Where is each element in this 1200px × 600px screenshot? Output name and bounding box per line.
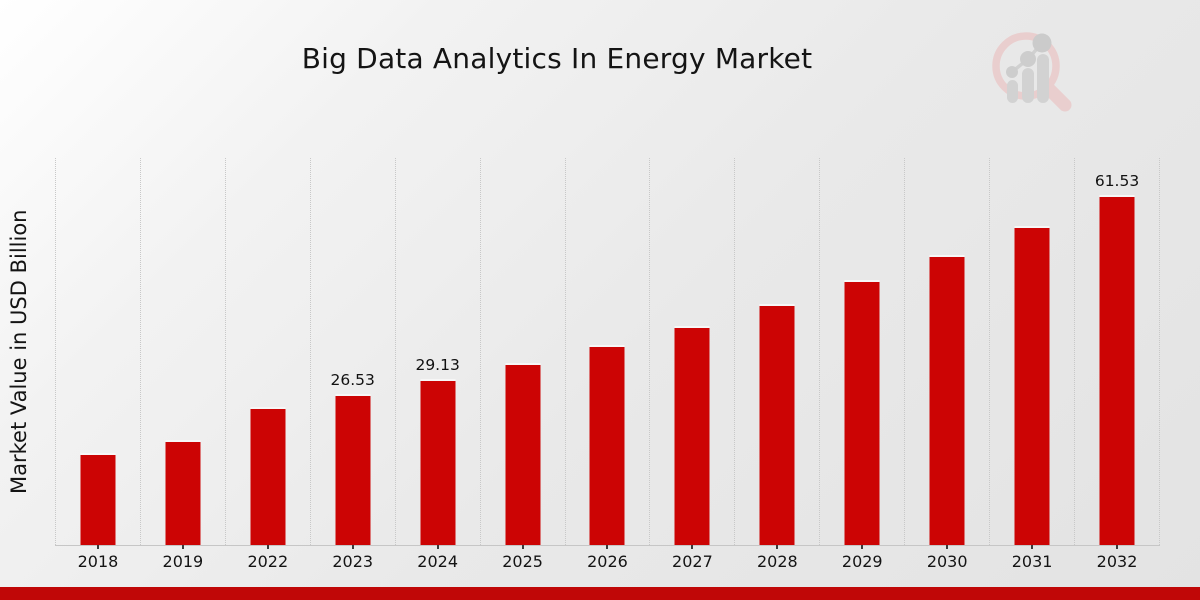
category-column: 2022 [224,158,310,571]
x-tick-label: 2023 [332,552,374,571]
category-column: 29.13 2024 [394,158,480,571]
chart-title: Big Data Analytics In Energy Market [301,42,813,75]
x-tick-label: 2026 [587,552,628,571]
bar [759,304,795,545]
category-column: 2018 [55,158,140,571]
x-tick-label: 2032 [1096,552,1138,571]
x-tick-label: 2030 [926,552,968,571]
x-tick-label: 2025 [502,552,543,571]
category-column: 2026 [564,158,650,571]
bar-value-label: 29.13 [415,356,460,375]
bar [1099,194,1135,545]
bar [589,345,625,545]
x-tick-label: 2024 [417,552,458,571]
bar [420,379,456,545]
x-tick-label: 2019 [162,552,204,571]
magnifier-barchart-logo-icon [992,32,1072,112]
bar [929,254,965,545]
category-column: 2025 [479,158,565,571]
category-column: 2030 [904,158,989,571]
plot-area: 2018 2019 2022 26.53 2023 29.13 2024 2025 2026 20… [55,158,1160,571]
bar-value-label: 26.53 [330,371,375,389]
category-column: 61.53 2032 [1074,158,1160,571]
x-axis-tick [1031,545,1034,549]
x-axis-tick [436,545,439,549]
category-column: 2028 [734,158,819,571]
footer-accent-bar [0,587,1200,600]
x-tick-label: 2022 [247,552,289,571]
bar [335,394,371,545]
bar-value-label: 61.53 [1094,171,1140,190]
x-tick-label: 2028 [756,552,798,571]
bar [1014,226,1050,545]
category-column: 2027 [649,158,734,571]
x-tick-label: 2027 [672,552,713,571]
x-tick-label: 2029 [841,552,883,571]
bar [80,452,116,545]
x-axis-tick [606,545,609,549]
x-axis-tick [266,545,269,549]
x-axis-tick [1116,545,1119,549]
bar [165,440,201,545]
x-axis-tick [351,545,354,549]
x-axis-tick [521,545,524,549]
x-tick-label: 2018 [77,552,119,571]
bar [250,407,286,545]
x-axis-tick [181,545,184,549]
x-axis-tick [691,545,694,549]
category-column: 2029 [819,158,904,571]
category-column: 2019 [139,158,225,571]
bar [674,325,710,545]
category-column: 2031 [989,158,1074,571]
x-axis-tick [776,545,779,549]
bar [505,363,541,545]
x-tick-label: 2031 [1011,552,1053,571]
category-column: 26.53 2023 [309,158,395,571]
x-axis-tick [946,545,949,549]
x-axis-tick [96,545,99,549]
bar [844,280,880,545]
y-axis-label: Market Value in USD Billion [7,209,31,494]
x-axis-tick [861,545,864,549]
